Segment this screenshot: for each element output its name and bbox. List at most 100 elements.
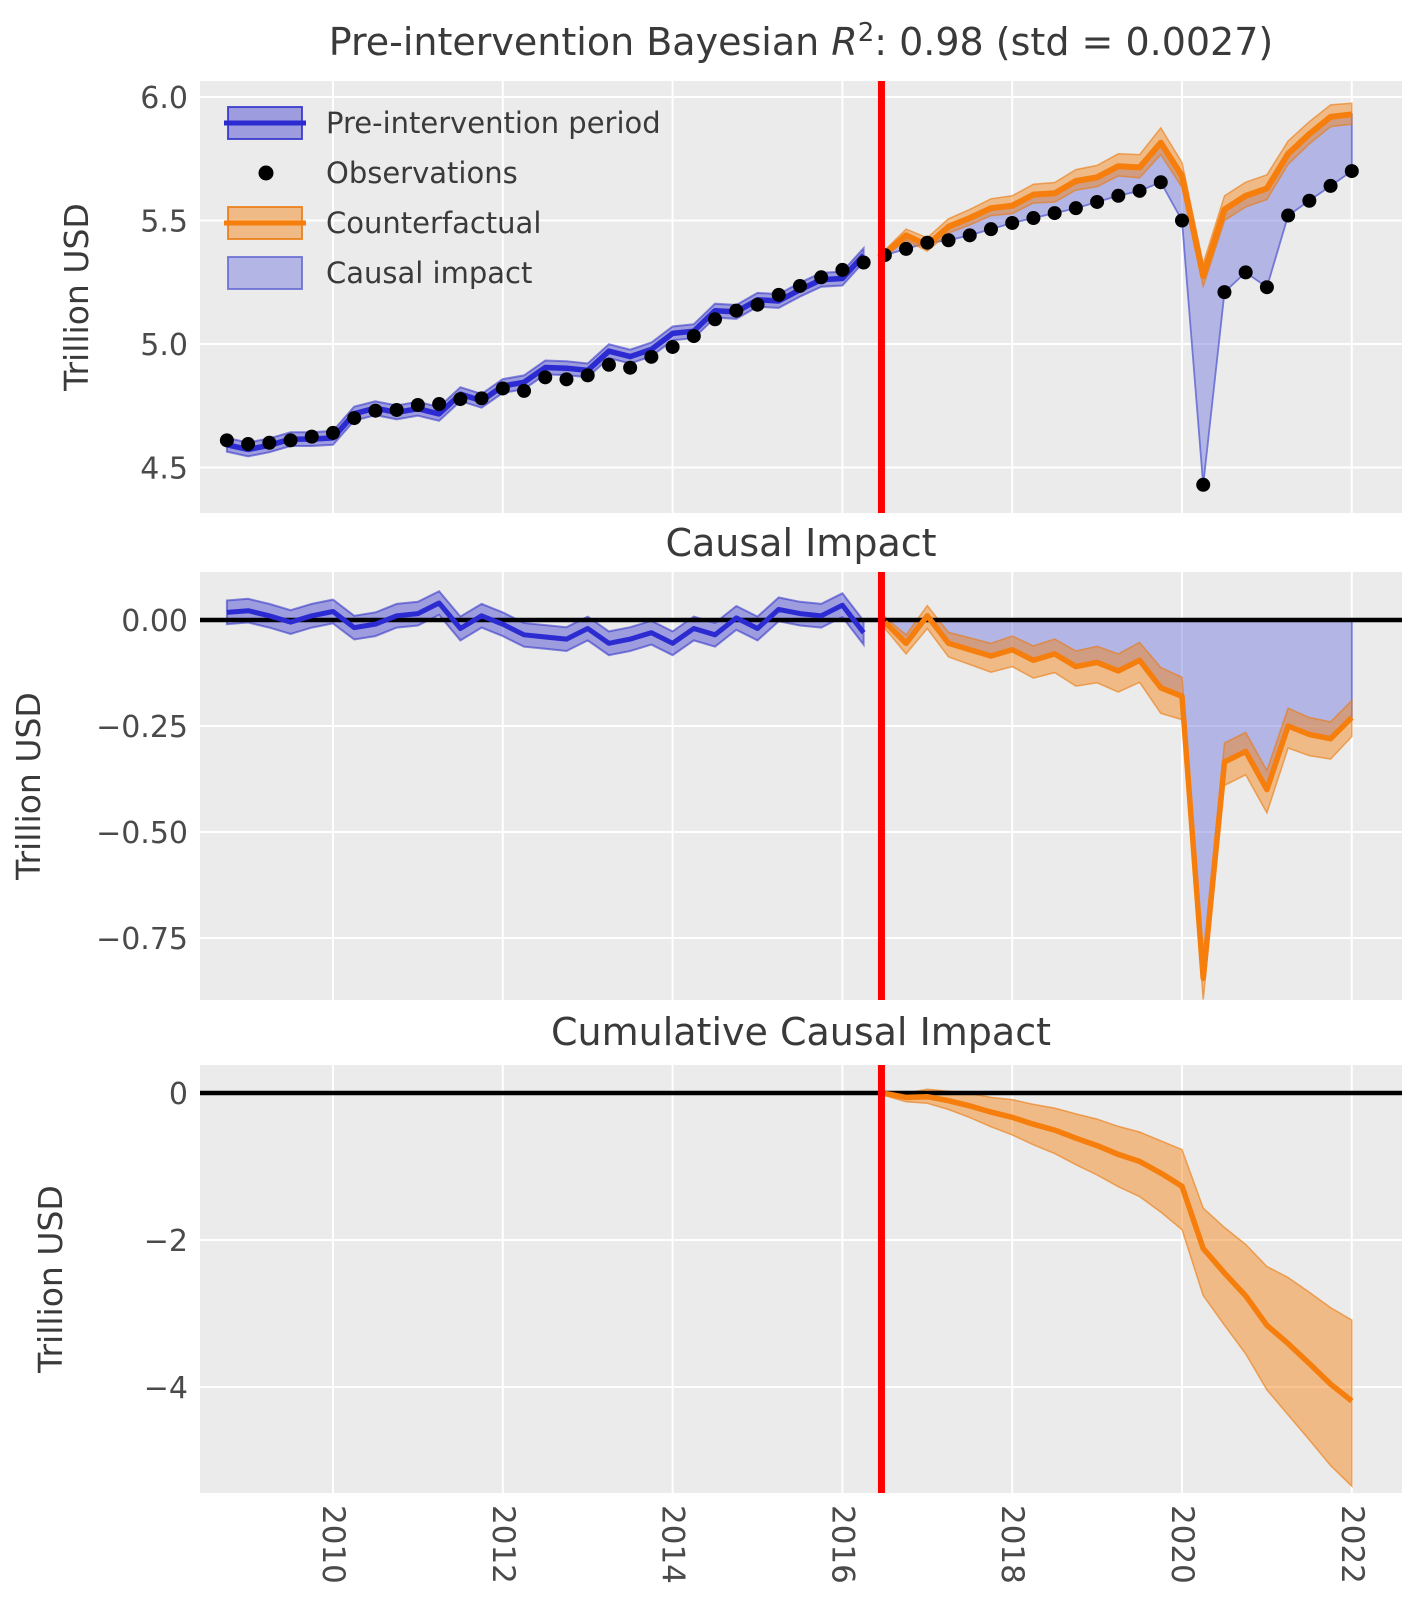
- y-tick-label: 4.5: [140, 452, 188, 487]
- panel1-title: Pre-intervention Bayesian R2: 0.98 (std …: [329, 18, 1273, 64]
- observation-dot: [1196, 477, 1211, 492]
- legend-label: Observations: [326, 156, 518, 190]
- impact-post-band: [884, 604, 1353, 1000]
- observation-dot: [814, 270, 829, 285]
- panel3-ylabel: Trillion USD: [31, 1185, 70, 1374]
- y-tick-label: −0.25: [96, 710, 188, 745]
- observation-dot: [219, 433, 234, 448]
- x-tick-label: 2016: [824, 1505, 860, 1584]
- legend-item-counterfactual: Counterfactual: [224, 206, 541, 240]
- y-tick-label: 0.00: [121, 604, 188, 639]
- observation-dot: [1068, 201, 1083, 216]
- y-tick-label: −2: [144, 1224, 188, 1259]
- observation-dot: [962, 228, 977, 243]
- observation-dot: [241, 437, 256, 452]
- observation-dot: [432, 397, 447, 412]
- counterfactual-line: [882, 111, 1353, 280]
- x-tick-label: 2010: [315, 1505, 351, 1584]
- observation-dot-swatch: [258, 165, 274, 181]
- observation-dot: [623, 360, 638, 375]
- observation-dot: [262, 435, 277, 450]
- observation-dot: [304, 429, 319, 444]
- y-tick-label: 5.5: [140, 205, 188, 240]
- observation-dot: [347, 411, 362, 426]
- observation-dot: [920, 235, 935, 250]
- panels: [200, 81, 1402, 1493]
- legend-label: Pre-intervention period: [326, 106, 661, 140]
- observation-dot: [559, 372, 574, 387]
- observation-dot: [1047, 206, 1062, 221]
- observation-dot: [750, 297, 765, 312]
- y-tick-label: −4: [144, 1371, 188, 1406]
- plot-area-3: [200, 1065, 1402, 1493]
- panel2-title: Causal Impact: [665, 521, 936, 565]
- observation-dot: [1090, 194, 1105, 209]
- counterfactual-band: [884, 102, 1353, 290]
- legend-item-observations: Observations: [258, 156, 518, 190]
- panel1-ylabel: Trillion USD: [57, 203, 96, 392]
- observation-dot: [1175, 213, 1189, 228]
- observation-dot: [792, 278, 807, 293]
- observation-dot: [835, 262, 850, 277]
- observation-dot: [410, 398, 425, 413]
- observation-dot: [283, 433, 298, 448]
- observation-dot: [941, 233, 956, 248]
- legend-label: Counterfactual: [326, 206, 541, 240]
- observation-dot: [1132, 183, 1147, 198]
- y-tick-label: 5.0: [140, 328, 188, 363]
- y-tick-label: 6.0: [140, 81, 188, 116]
- y-tick-label: −0.75: [96, 922, 188, 957]
- observation-dot: [389, 402, 404, 417]
- axis-tick-labels: 6.0 5.5 5.0 4.5 0.00 −0.25 −0.50 −0.75 0 −2 −4 2010…: [96, 81, 1370, 1584]
- observation-dot: [1344, 164, 1359, 179]
- observation-dot: [1302, 193, 1317, 208]
- cumulative-band: [884, 1088, 1353, 1488]
- observation-dot: [474, 391, 489, 406]
- observation-dot: [601, 357, 616, 372]
- observation-dot: [580, 368, 595, 383]
- legend-item-pre-intervention-period: Pre-intervention period: [224, 106, 661, 140]
- observation-dot: [495, 381, 510, 396]
- observation-dot: [1259, 280, 1274, 295]
- observation-dot: [368, 403, 383, 418]
- x-tick-label: 2014: [655, 1505, 691, 1584]
- observation-dot: [729, 303, 744, 318]
- observation-dot: [665, 339, 680, 354]
- observation-dot: [1217, 285, 1232, 300]
- x-tick-label: 2018: [994, 1505, 1030, 1584]
- observation-dot: [326, 425, 340, 440]
- observation-dot: [538, 370, 553, 385]
- observation-dot: [899, 241, 914, 256]
- observation-dot: [1111, 188, 1126, 203]
- x-tick-label: 2020: [1164, 1505, 1200, 1584]
- legend-label: Causal impact: [326, 256, 532, 290]
- observation-dot: [644, 349, 659, 364]
- observation-dot: [771, 287, 786, 302]
- y-tick-label: 0: [169, 1077, 188, 1112]
- x-tick-label: 2012: [485, 1505, 521, 1584]
- impact-pre-line: [226, 600, 866, 646]
- observation-dot: [686, 329, 701, 344]
- observation-dot: [453, 392, 468, 407]
- observation-dot: [1281, 208, 1296, 223]
- causal-impact-patch-swatch: [227, 256, 303, 290]
- cumulative-line: [884, 1090, 1354, 1404]
- observation-dot: [1026, 211, 1041, 226]
- observation-dot: [856, 255, 871, 270]
- legend: Pre-intervention period Observations Cou…: [224, 106, 661, 290]
- legend-item-causal-impact: Causal impact: [227, 256, 532, 290]
- observation-dot: [983, 222, 998, 237]
- panel3-title: Cumulative Causal Impact: [551, 1010, 1051, 1054]
- panel2-ylabel: Trillion USD: [9, 692, 48, 881]
- y-tick-label: −0.50: [96, 816, 188, 851]
- observation-dot: [1323, 178, 1338, 193]
- observation-dot: [517, 383, 532, 398]
- x-tick-label: 2022: [1334, 1505, 1370, 1584]
- observation-dot: [1238, 265, 1253, 280]
- impact-post-line: [882, 613, 1354, 982]
- observation-dot: [708, 312, 723, 327]
- observation-dot: [1005, 215, 1020, 230]
- observation-dot: [1153, 175, 1168, 190]
